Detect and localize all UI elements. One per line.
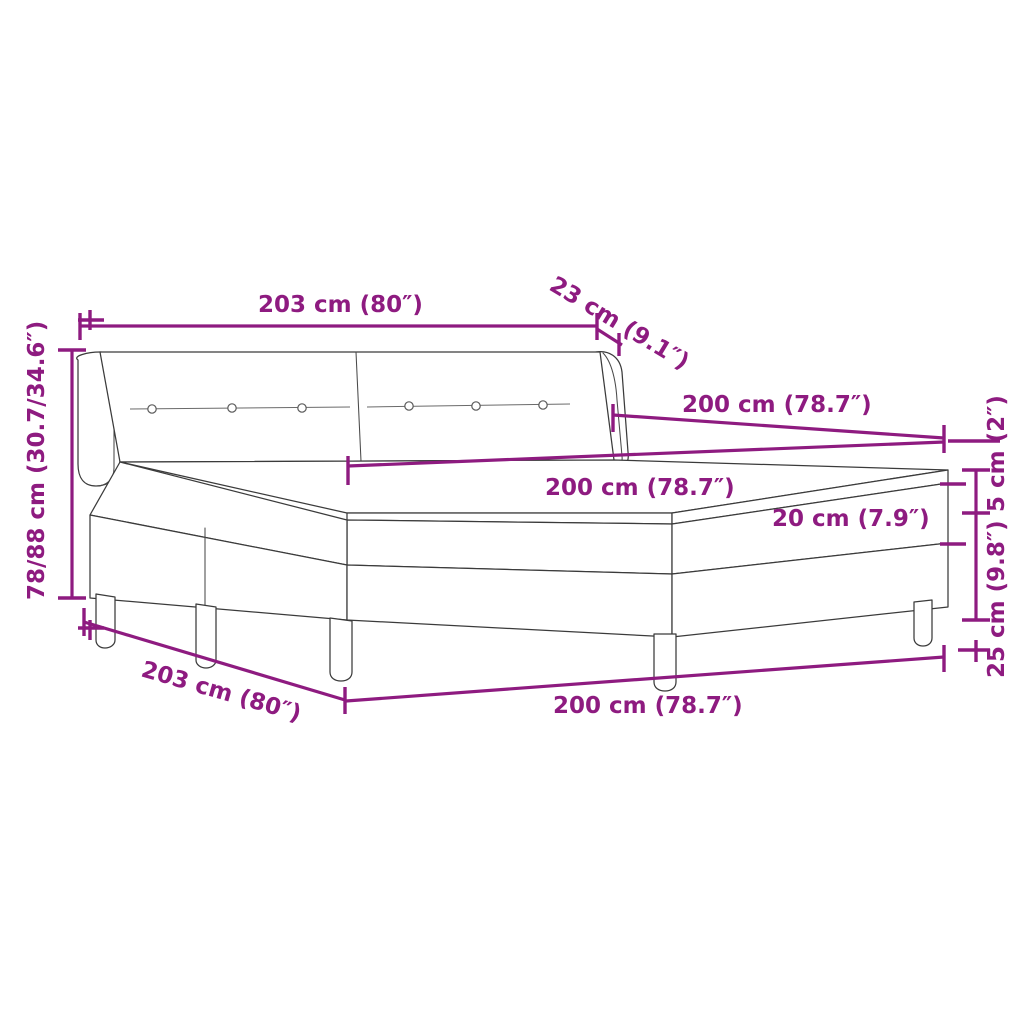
label-total-height: 78/88 cm (30.7/34.6″) bbox=[24, 321, 50, 600]
dim-base-height bbox=[958, 513, 990, 662]
tuft-button bbox=[147, 404, 157, 414]
leg-center bbox=[329, 617, 353, 682]
headboard-panel bbox=[99, 351, 615, 463]
base-front-center bbox=[346, 564, 673, 638]
dim-mattress-thickness bbox=[940, 482, 966, 546]
tuft-button bbox=[538, 400, 548, 410]
tuft-button bbox=[297, 403, 307, 413]
label-base-depth: 203 cm (80″) bbox=[138, 657, 304, 727]
dim-headboard-width bbox=[78, 313, 599, 340]
label-base-width: 200 cm (78.7″) bbox=[553, 693, 743, 719]
tuft-button bbox=[404, 401, 414, 411]
label-mattress-length-upper: 200 cm (78.7″) bbox=[682, 392, 872, 418]
leg-far-right bbox=[913, 599, 933, 647]
leg-right bbox=[653, 633, 677, 692]
dim-mattress-length-front bbox=[346, 440, 945, 485]
bed-illustration bbox=[76, 351, 949, 692]
leg-front-left bbox=[95, 593, 116, 649]
dim-headboard-depth bbox=[596, 327, 623, 356]
dim-mattress-length-upper bbox=[611, 404, 946, 453]
dim-base-depth bbox=[82, 608, 347, 714]
tuft-button bbox=[227, 403, 237, 413]
tuft-button bbox=[471, 401, 481, 411]
base-front-right bbox=[671, 542, 949, 638]
label-headboard-width: 203 cm (80″) bbox=[258, 292, 423, 318]
label-mattress-thickness: 20 cm (7.9″) bbox=[772, 506, 930, 532]
dim-base-width bbox=[345, 645, 946, 703]
label-base-height: 25 cm (9.8″) bbox=[984, 520, 1010, 678]
headboard-tufting bbox=[129, 400, 571, 414]
mattress-body bbox=[346, 482, 949, 575]
label-mattress-length-front: 200 cm (78.7″) bbox=[545, 475, 735, 501]
bed-legs bbox=[95, 593, 933, 692]
label-topper-thickness: 5 cm (2″) bbox=[984, 395, 1010, 512]
